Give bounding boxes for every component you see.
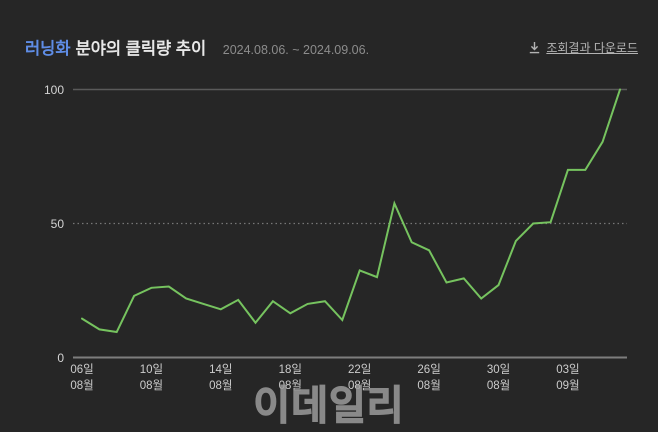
x-axis-tick: 14일 08월 bbox=[189, 363, 253, 394]
x-tick-month: 08월 bbox=[278, 379, 302, 392]
x-tick-day: 06일 bbox=[70, 364, 94, 376]
x-axis-tick: 18일 08월 bbox=[258, 363, 322, 394]
trend-line bbox=[81, 88, 621, 334]
download-link[interactable]: 조회결과 다운로드 bbox=[528, 39, 638, 56]
x-axis-tick: 10일 08월 bbox=[119, 363, 183, 394]
keyword-highlight: 러닝화 bbox=[25, 40, 71, 58]
x-tick-month: 08월 bbox=[417, 379, 441, 392]
x-axis-tick: 22일 08월 bbox=[328, 363, 392, 394]
download-label: 조회결과 다운로드 bbox=[546, 40, 638, 55]
x-tick-day: 30일 bbox=[486, 364, 511, 376]
chart-header: 러닝화 분야의 클릭량 추이 2024.08.06. ~ 2024.09.06. … bbox=[25, 36, 638, 58]
x-tick-day: 14일 bbox=[209, 364, 233, 376]
x-axis-tick: 03일 09월 bbox=[536, 363, 600, 394]
title-text: 분야의 클릭량 추이 bbox=[75, 40, 207, 58]
y-axis-label-50: 50 bbox=[50, 216, 64, 231]
page-title: 러닝화 분야의 클릭량 추이 2024.08.06. ~ 2024.09.06. bbox=[25, 35, 369, 59]
x-tick-day: 03일 bbox=[556, 364, 580, 376]
x-tick-month: 08월 bbox=[209, 379, 233, 392]
x-tick-month: 09월 bbox=[556, 379, 580, 392]
x-tick-month: 08월 bbox=[347, 379, 372, 392]
x-tick-day: 26일 bbox=[417, 364, 441, 376]
x-tick-day: 10일 bbox=[139, 364, 164, 376]
x-tick-day: 22일 bbox=[347, 364, 372, 376]
x-tick-day: 18일 bbox=[278, 364, 302, 376]
watermark: 이데일리 bbox=[253, 383, 405, 428]
x-axis-tick: 26일 08월 bbox=[397, 363, 461, 394]
x-tick-month: 08월 bbox=[70, 379, 94, 392]
download-icon bbox=[530, 41, 540, 53]
y-axis-label-100: 100 bbox=[43, 82, 64, 97]
x-tick-month: 08월 bbox=[139, 379, 164, 392]
x-tick-month: 08월 bbox=[486, 379, 511, 392]
x-axis-tick: 30일 08월 bbox=[467, 363, 531, 394]
y-axis-label-0: 0 bbox=[57, 350, 64, 365]
x-axis-tick: 06일 08월 bbox=[50, 363, 114, 394]
date-range: 2024.08.06. ~ 2024.09.06. bbox=[222, 43, 370, 57]
